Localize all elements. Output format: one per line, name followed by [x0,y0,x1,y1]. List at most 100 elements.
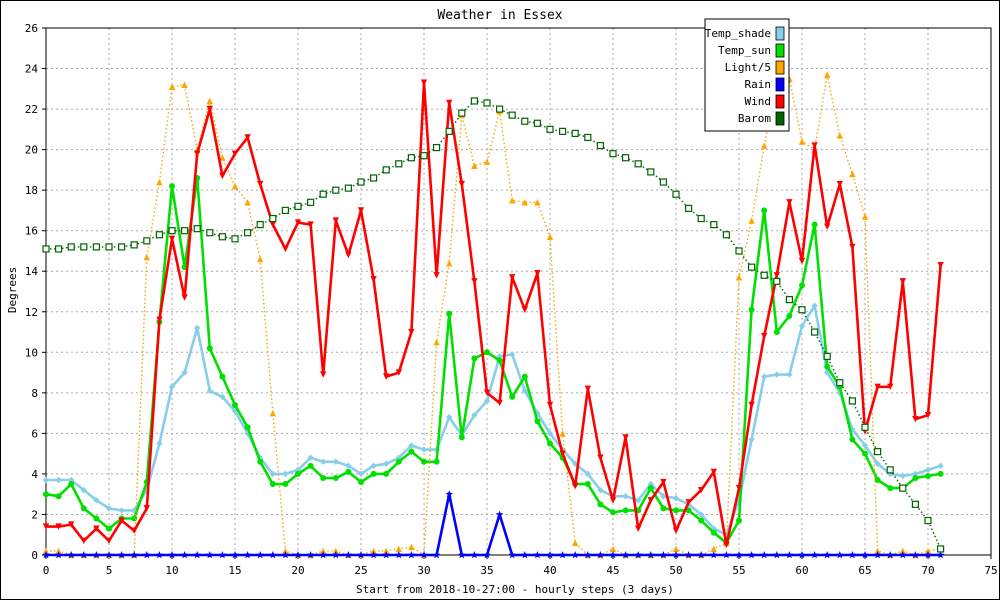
data-point [281,206,289,215]
data-point [218,551,227,559]
data-point [155,551,164,559]
data-point [735,247,743,255]
data-point [811,221,818,228]
data-point [546,401,554,409]
data-point [181,81,188,88]
data-point [622,434,629,441]
data-point [282,481,289,488]
data-point [810,328,819,336]
data-point [269,214,277,223]
data-point [231,150,239,157]
data-point [558,551,567,559]
series-line [46,73,941,556]
data-point [735,484,743,492]
data-point [42,523,50,530]
data-point [823,352,831,360]
data-point [357,207,365,214]
data-point [206,105,213,113]
data-point [710,525,717,532]
data-point [673,507,679,514]
data-point [773,371,780,378]
data-point [849,243,856,251]
data-point [445,127,453,135]
data-point [67,243,75,251]
data-point [761,332,768,340]
data-point [559,450,566,457]
data-point [861,551,869,559]
data-point [269,409,276,417]
data-point [761,373,768,380]
data-point [294,202,302,210]
data-point [925,472,931,479]
data-point [836,551,844,559]
data-point [92,551,101,559]
data-point [180,551,189,559]
data-point [747,551,756,559]
data-point [824,223,831,230]
data-point [810,551,819,559]
data-point [420,551,428,559]
series-rain [42,490,945,559]
data-point [219,154,226,161]
data-point [256,221,264,229]
y-tick-label: 6 [31,427,38,440]
legend-swatch [775,111,785,126]
data-point [446,413,453,421]
data-point [193,225,201,233]
data-point [811,142,818,149]
data-point [357,470,365,478]
data-point [131,527,138,534]
data-point [899,472,906,480]
data-point [798,138,806,145]
data-point [899,484,907,492]
data-point [874,383,881,390]
data-point [244,424,251,431]
data-point [534,409,541,417]
y-tick-label: 10 [25,346,38,359]
data-point [194,324,201,332]
data-point [168,83,176,90]
data-point [432,551,441,559]
data-point [509,274,516,281]
data-point [760,551,768,559]
data-point [55,476,62,484]
data-point [873,551,882,559]
data-point [660,505,667,512]
data-point [433,143,441,152]
data-point [647,480,654,488]
data-point [55,523,62,530]
legend: Temp_shade Temp_sun Light/5 Rain Wind Barom [704,18,790,132]
data-point [798,551,806,559]
data-point [483,397,491,405]
data-point [533,551,542,559]
x-tick-label: 70 [921,564,934,577]
series-line [46,81,942,547]
data-point [105,551,113,559]
data-point [168,235,176,242]
data-point [823,551,831,559]
data-point [748,436,755,443]
data-point [407,154,415,162]
data-point [231,407,239,415]
x-tick-label: 45 [606,564,619,577]
data-point [206,229,214,237]
data-point [408,448,415,455]
y-tick-label: 16 [25,225,38,238]
data-point [471,355,478,362]
data-point [521,387,528,395]
data-point [697,214,705,223]
data-point [68,521,75,528]
data-point [433,338,440,346]
data-point [269,481,276,488]
data-point [521,117,529,125]
data-point [811,302,818,309]
data-point [105,505,113,512]
data-point [256,551,264,559]
data-point [231,235,239,243]
data-point [332,547,339,555]
data-point [307,221,314,228]
legend-label: Temp_sun [718,44,771,57]
data-point [181,369,188,376]
data-point [735,274,743,281]
data-point [936,545,945,553]
